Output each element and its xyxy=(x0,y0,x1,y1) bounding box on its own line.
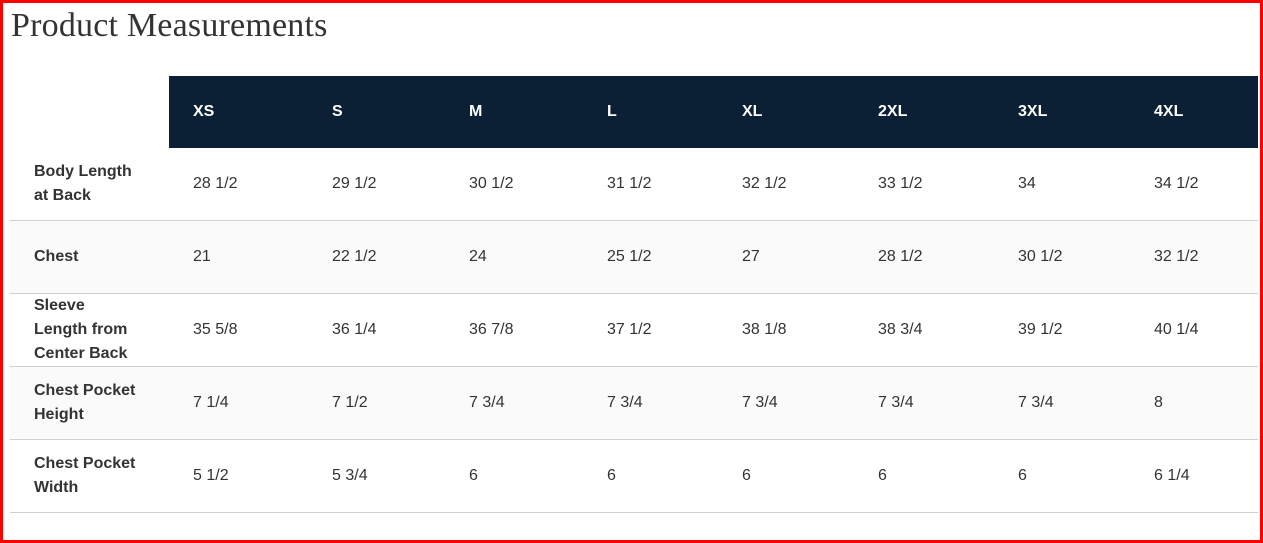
measurement-cell: 8 xyxy=(1130,366,1258,440)
size-header: 3XL xyxy=(994,76,1130,148)
row-label: Body Length at Back xyxy=(10,148,169,221)
measurement-cell: 7 3/4 xyxy=(994,366,1130,440)
measurement-cell: 6 xyxy=(854,439,994,513)
size-header-row: XS S M L XL 2XL 3XL 4XL xyxy=(10,76,1258,148)
measurement-cell: 6 xyxy=(994,439,1130,513)
measurement-cell: 30 1/2 xyxy=(994,220,1130,294)
measurement-cell: 22 1/2 xyxy=(308,220,445,294)
measurement-cell: 7 3/4 xyxy=(445,366,583,440)
size-header: XL xyxy=(718,76,854,148)
size-header: XS xyxy=(169,76,308,148)
measurement-cell: 30 1/2 xyxy=(445,148,583,221)
row-label: Chest Pocket Width xyxy=(10,439,169,513)
size-header: 4XL xyxy=(1130,76,1258,148)
table-row: Chest 21 22 1/2 24 25 1/2 27 28 1/2 30 1/2 32 1/… xyxy=(10,220,1258,294)
measurement-cell: 35 5/8 xyxy=(169,293,308,367)
measurement-cell: 24 xyxy=(445,220,583,294)
size-header: 2XL xyxy=(854,76,994,148)
measurement-cell: 32 1/2 xyxy=(1130,220,1258,294)
size-header: L xyxy=(583,76,718,148)
measurement-cell: 31 1/2 xyxy=(583,148,718,221)
measurement-cell: 28 1/2 xyxy=(169,148,308,221)
size-header: S xyxy=(308,76,445,148)
measurement-cell: 29 1/2 xyxy=(308,148,445,221)
measurement-cell: 38 3/4 xyxy=(854,293,994,367)
measurement-cell: 40 1/4 xyxy=(1130,293,1258,367)
measurement-cell: 27 xyxy=(718,220,854,294)
measurement-cell: 5 3/4 xyxy=(308,439,445,513)
table-row: Chest Pocket Width 5 1/2 5 3/4 6 6 6 6 6 6 1/4 xyxy=(10,439,1258,513)
measurements-table: XS S M L XL 2XL 3XL 4XL Body Length at B… xyxy=(10,76,1258,513)
measurement-cell: 6 xyxy=(445,439,583,513)
measurement-cell: 36 1/4 xyxy=(308,293,445,367)
measurement-cell: 37 1/2 xyxy=(583,293,718,367)
measurement-cell: 39 1/2 xyxy=(994,293,1130,367)
row-label: Chest Pocket Height xyxy=(10,366,169,440)
measurement-cell: 7 1/2 xyxy=(308,366,445,440)
measurement-cell: 6 xyxy=(718,439,854,513)
measurement-cell: 34 1/2 xyxy=(1130,148,1258,221)
measurement-cell: 28 1/2 xyxy=(854,220,994,294)
row-label: Chest xyxy=(10,220,169,294)
measurement-cell: 5 1/2 xyxy=(169,439,308,513)
size-header: M xyxy=(445,76,583,148)
measurement-cell: 38 1/8 xyxy=(718,293,854,367)
measurement-cell: 7 3/4 xyxy=(854,366,994,440)
measurement-cell: 7 3/4 xyxy=(718,366,854,440)
measurement-cell: 36 7/8 xyxy=(445,293,583,367)
measurement-cell: 21 xyxy=(169,220,308,294)
measurement-cell: 25 1/2 xyxy=(583,220,718,294)
table-row: Sleeve Length from Center Back 35 5/8 36 1… xyxy=(10,293,1258,367)
row-label: Sleeve Length from Center Back xyxy=(10,293,169,367)
measurement-cell: 6 1/4 xyxy=(1130,439,1258,513)
measurement-cell: 7 1/4 xyxy=(169,366,308,440)
header-blank-cell xyxy=(10,76,169,148)
measurement-cell: 34 xyxy=(994,148,1130,221)
measurement-cell: 32 1/2 xyxy=(718,148,854,221)
table-row: Chest Pocket Height 7 1/4 7 1/2 7 3/4 7 3/4 7… xyxy=(10,366,1258,440)
table-row: Body Length at Back 28 1/2 29 1/2 30 1/2 31 … xyxy=(10,148,1258,221)
measurement-cell: 6 xyxy=(583,439,718,513)
page-title: Product Measurements xyxy=(11,7,328,44)
measurement-cell: 33 1/2 xyxy=(854,148,994,221)
measurement-cell: 7 3/4 xyxy=(583,366,718,440)
